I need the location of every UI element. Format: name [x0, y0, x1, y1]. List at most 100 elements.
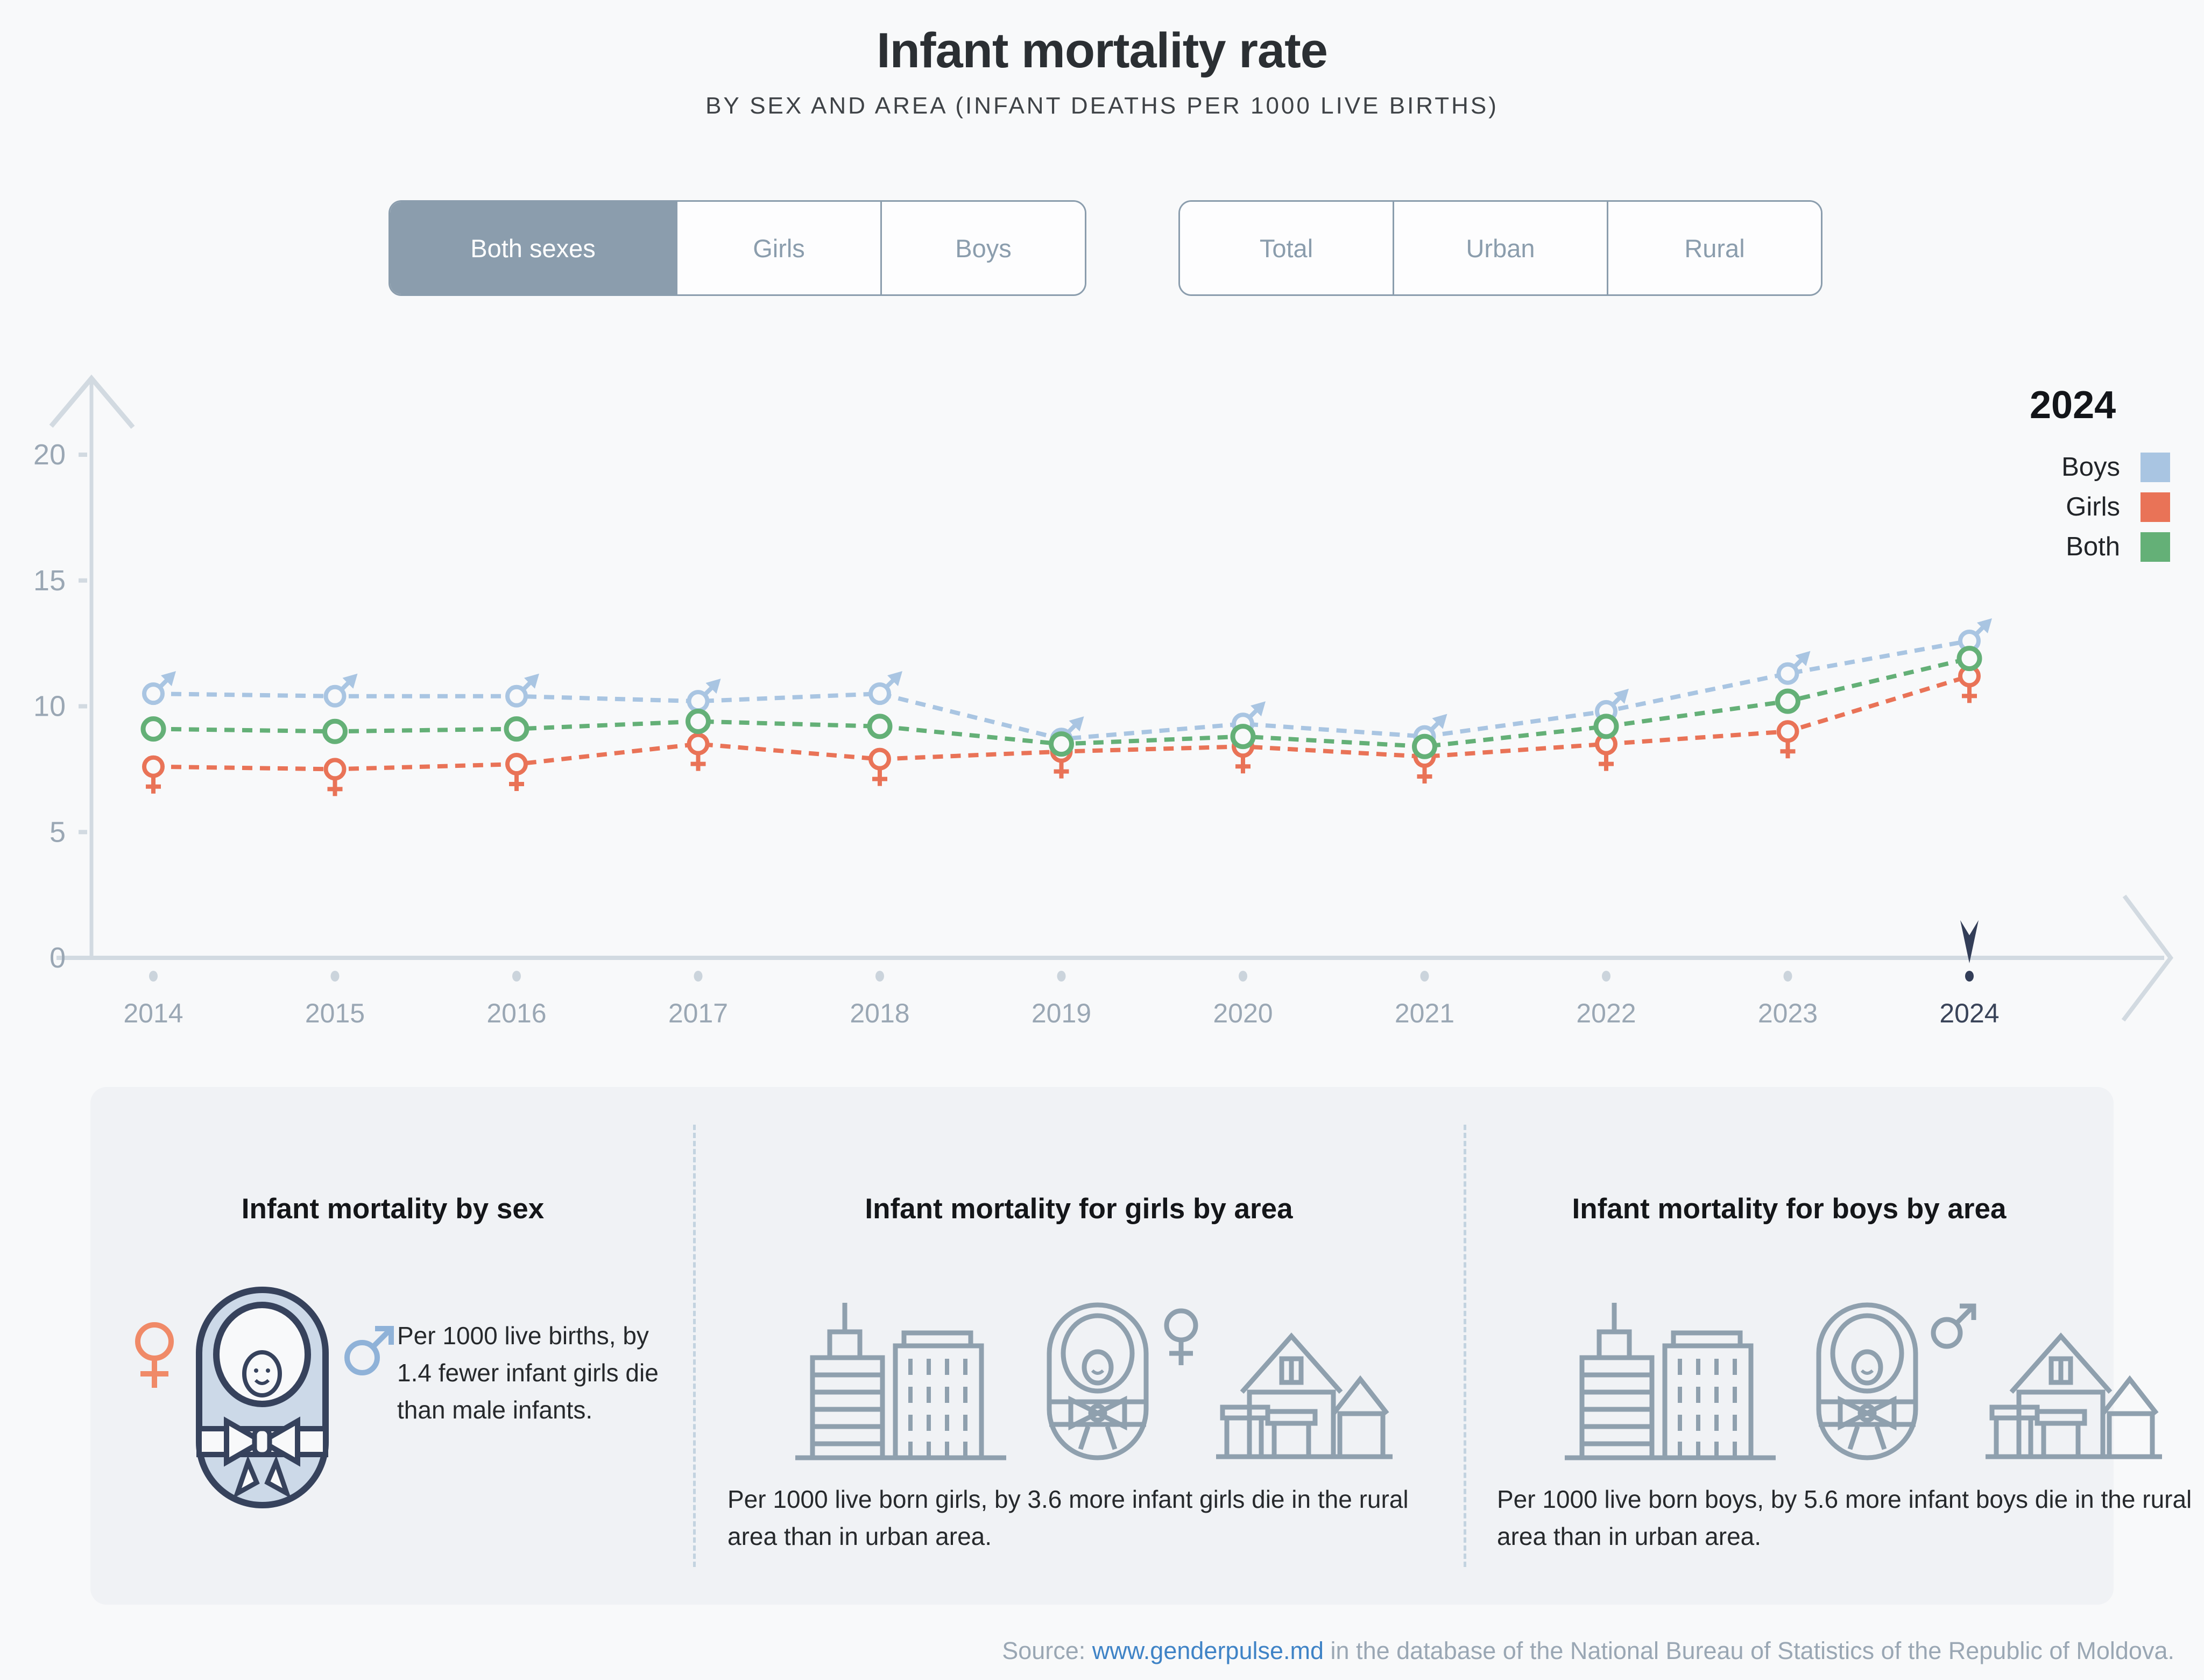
- x-axis-label-2017[interactable]: 2017: [668, 998, 728, 1028]
- toggle-both-sexes[interactable]: Both sexes: [390, 202, 676, 294]
- buildings-icon: [795, 1303, 1006, 1460]
- point-boys-2014[interactable]: [142, 682, 165, 705]
- point-both-2023[interactable]: [1775, 688, 1800, 714]
- point-boys-2022: [1614, 688, 1629, 704]
- source-link[interactable]: www.genderpulse.md: [1092, 1637, 1324, 1664]
- x-axis-label-2019[interactable]: 2019: [1032, 998, 1091, 1028]
- card-text-boys-area: Per 1000 live born boys, by 5.6 more inf…: [1497, 1485, 2192, 1550]
- card-divider: [1464, 1125, 1466, 1567]
- male-icon: [1931, 1303, 1976, 1349]
- legend-label: Both: [2066, 532, 2120, 561]
- baby-by-sex-icon: [135, 1287, 394, 1508]
- point-both-2019[interactable]: [1049, 731, 1074, 757]
- x-axis-label-2022[interactable]: 2022: [1576, 998, 1636, 1028]
- baby-icon: [1047, 1302, 1149, 1460]
- line-chart: 0 5 10 15 20 2014 2015 2016 2017 2018 2019 2020 2021…: [33, 375, 2174, 1028]
- year-dot: [694, 971, 703, 982]
- girls-urban-rural-icon: [795, 1302, 1393, 1460]
- selected-year-marker[interactable]: [1960, 920, 1979, 963]
- x-axis-label-2014[interactable]: 2014: [123, 998, 183, 1028]
- point-both-2020[interactable]: [1230, 724, 1256, 750]
- x-axis-label-2015[interactable]: 2015: [305, 998, 365, 1028]
- point-boys-2015[interactable]: [323, 684, 347, 708]
- female-icon: [135, 1322, 174, 1388]
- card-text-sex: Per 1000 live births, by 1.4 fewer infan…: [397, 1322, 659, 1424]
- point-boys-2023: [1795, 651, 1811, 666]
- point-both-2024[interactable]: [1956, 646, 1982, 672]
- year-dot[interactable]: [1965, 971, 1974, 982]
- toggle-boys[interactable]: Boys: [880, 202, 1085, 294]
- point-both-2016[interactable]: [504, 716, 529, 742]
- source-prefix: Source:: [1002, 1637, 1092, 1664]
- page-title: Infant mortality rate: [877, 23, 1328, 78]
- point-both-2014[interactable]: [140, 716, 166, 742]
- point-both-2017[interactable]: [686, 709, 711, 735]
- toggle-girls[interactable]: Girls: [676, 202, 880, 294]
- x-axis-label-2020[interactable]: 2020: [1213, 998, 1273, 1028]
- x-axis-label-2016[interactable]: 2016: [486, 998, 546, 1028]
- girls-color-swatch: [2141, 492, 2170, 522]
- x-axis-label-2018[interactable]: 2018: [850, 998, 909, 1028]
- legend-label: Girls: [2066, 492, 2120, 521]
- legend-item-girls: Girls: [2012, 492, 2170, 522]
- point-boys-2017[interactable]: [687, 690, 710, 713]
- point-boys-2018: [887, 671, 902, 687]
- point-boys-2021: [1432, 714, 1447, 729]
- point-both-2022[interactable]: [1593, 714, 1619, 739]
- card-text-girls-area: Per 1000 live born girls, by 3.6 more in…: [727, 1485, 1409, 1550]
- legend-label: Boys: [2061, 453, 2120, 482]
- both-color-swatch: [2141, 532, 2170, 562]
- info-cards-panel: [90, 1087, 2114, 1605]
- house-icon: [1986, 1332, 2162, 1459]
- area-toggle-group: Total Urban Rural: [1178, 200, 1822, 296]
- point-boys-2014: [161, 671, 176, 687]
- x-axis-arrow-icon: [2121, 894, 2174, 1022]
- point-girls-2014[interactable]: [142, 755, 165, 778]
- y-tick: [79, 453, 87, 457]
- boys-color-swatch: [2141, 452, 2170, 482]
- toggle-rural[interactable]: Rural: [1607, 202, 1821, 294]
- year-dot: [149, 971, 158, 982]
- point-boys-2024: [1977, 618, 1992, 633]
- y-axis-label: 15: [33, 564, 66, 597]
- toggle-total[interactable]: Total: [1180, 202, 1393, 294]
- point-boys-2023[interactable]: [1776, 662, 1799, 685]
- boys-urban-rural-icon: [1565, 1302, 2162, 1460]
- card-title-sex: Infant mortality by sex: [241, 1193, 545, 1225]
- point-both-2018[interactable]: [867, 714, 893, 739]
- year-dot: [512, 971, 521, 982]
- y-axis-label: 5: [50, 816, 66, 848]
- point-boys-2020: [1251, 701, 1266, 717]
- buildings-icon: [1565, 1303, 1776, 1460]
- point-boys-2016[interactable]: [505, 684, 528, 708]
- point-boys-2018[interactable]: [868, 682, 891, 705]
- male-icon: [344, 1326, 394, 1375]
- house-icon: [1216, 1332, 1393, 1459]
- point-girls-2017[interactable]: [687, 732, 710, 756]
- series-line-boys: [153, 639, 1970, 742]
- point-boys-2019: [1069, 716, 1084, 732]
- year-dot: [1057, 971, 1066, 982]
- point-girls-2015[interactable]: [323, 758, 347, 781]
- card-title-boys-area: Infant mortality for boys by area: [1572, 1193, 2007, 1225]
- x-axis-label-2023[interactable]: 2023: [1758, 998, 1818, 1028]
- point-girls-2018[interactable]: [868, 747, 891, 771]
- toggle-urban[interactable]: Urban: [1393, 202, 1607, 294]
- point-boys-2016: [524, 673, 539, 689]
- y-tick: [79, 956, 87, 960]
- x-axis-label-2024[interactable]: 2024: [1939, 998, 1999, 1028]
- source-suffix: in the database of the National Bureau o…: [1324, 1637, 2174, 1664]
- x-axis-label-2021[interactable]: 2021: [1395, 998, 1454, 1028]
- year-dot: [875, 971, 884, 982]
- point-girls-2016[interactable]: [505, 753, 528, 776]
- y-tick: [79, 704, 87, 709]
- baby-icon: [1816, 1302, 1918, 1460]
- y-axis-arrow-icon: [49, 375, 135, 429]
- point-both-2015[interactable]: [322, 718, 348, 744]
- point-both-2021[interactable]: [1412, 733, 1437, 759]
- baby-icon: [196, 1287, 329, 1508]
- point-girls-2023[interactable]: [1776, 720, 1799, 743]
- y-axis-label: 0: [50, 942, 66, 974]
- year-dot: [330, 971, 340, 982]
